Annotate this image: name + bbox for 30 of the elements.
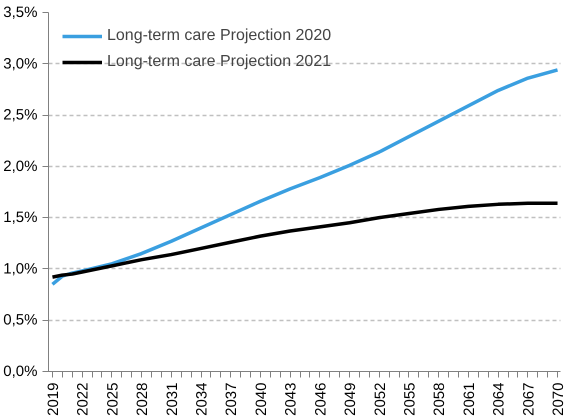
x-tick-label: 2067 xyxy=(520,382,538,416)
x-tick-label: 2061 xyxy=(460,382,478,416)
line-series xyxy=(50,68,560,286)
x-tick-label: 2040 xyxy=(252,382,270,416)
x-tick-label: 2052 xyxy=(372,382,389,416)
y-tick-label: 3,5% xyxy=(3,4,38,21)
x-tick-label: 2031 xyxy=(164,382,181,416)
y-tick-label: 1,5% xyxy=(3,209,38,226)
y-tick-label: 1,0% xyxy=(3,260,38,278)
x-tick-label: 2070 xyxy=(550,382,566,416)
line-series xyxy=(50,202,560,279)
y-tick-label: 0,0% xyxy=(3,363,38,380)
x-tick-label: 2028 xyxy=(134,382,152,416)
x-tick-label: 2055 xyxy=(401,382,418,416)
legend-label: Long-term care Projection 2020 xyxy=(107,27,332,45)
x-tick-label: 2034 xyxy=(194,382,211,416)
y-tick-label: 3,0% xyxy=(3,55,38,72)
x-tick-label: 2064 xyxy=(490,382,508,416)
x-tick-label: 2058 xyxy=(431,382,448,416)
x-tick-label: 2043 xyxy=(282,382,300,416)
x-tick-label: 2037 xyxy=(223,382,240,416)
x-tick-label: 2019 xyxy=(44,382,62,416)
x-tick-label: 2025 xyxy=(104,382,122,416)
x-tick-label: 2046 xyxy=(312,382,330,416)
x-tick-label: 2049 xyxy=(342,382,360,416)
legend-label: Long-term care Projection 2021 xyxy=(107,53,332,71)
y-tick-label: 0,5% xyxy=(3,312,38,329)
y-tick-label: 2,5% xyxy=(3,106,38,124)
y-tick-label: 2,0% xyxy=(3,158,38,175)
x-tick-label: 2022 xyxy=(74,382,92,416)
